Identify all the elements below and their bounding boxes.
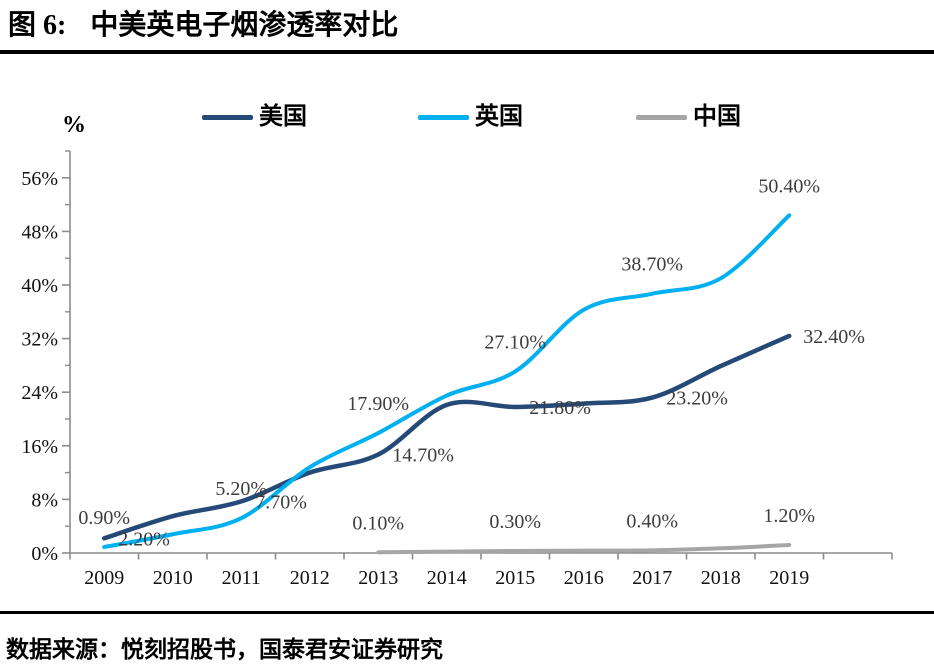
- data-label-china-2013: 0.10%: [352, 512, 404, 534]
- series-line-china: [376, 542, 792, 555]
- legend-label: 中国: [693, 104, 741, 130]
- data-label-uk-2009: 0.90%: [78, 507, 130, 529]
- y-axis-tick-label: 40%: [21, 275, 58, 297]
- y-axis-tick-label: 8%: [31, 489, 58, 511]
- legend-item-uk: 英国: [418, 102, 523, 132]
- legend-line-swatch: [418, 114, 469, 120]
- legend-item-us: 美国: [202, 102, 307, 132]
- data-label-us-2017: 23.20%: [666, 388, 728, 410]
- title-divider: [0, 50, 934, 54]
- y-axis-tick-label: 16%: [21, 436, 58, 458]
- figure-number: 图 6:: [8, 10, 67, 41]
- data-label-us-2011: 7.70%: [255, 491, 307, 513]
- data-source-text: 数据来源：悦刻招股书，国泰君安证券研究: [6, 637, 443, 662]
- x-axis-year-label: 2019: [769, 567, 809, 589]
- data-label-china-2017: 0.40%: [626, 510, 678, 532]
- y-axis-unit-label: %: [62, 112, 86, 138]
- y-axis-tick-label: 48%: [21, 221, 58, 243]
- y-axis-tick-label: 24%: [21, 382, 58, 404]
- y-axis-tick-label: 32%: [21, 329, 58, 351]
- x-axis-year-label: 2016: [564, 567, 604, 589]
- data-label-uk-2019: 50.40%: [758, 175, 820, 197]
- penetration-line-chart: 0% 8% 16% 24% 32% 40% 48% 56% 2009 2010 2011 2012 20…: [21, 150, 893, 589]
- legend-line-swatch: [636, 114, 687, 120]
- data-label-uk-2013: 17.90%: [347, 393, 409, 415]
- legend-line-swatch: [202, 114, 253, 120]
- data-label-us-2013: 14.70%: [392, 445, 454, 467]
- data-label-uk-2015: 27.10%: [484, 331, 546, 353]
- x-axis-year-label: 2014: [427, 567, 467, 589]
- x-axis-year-label: 2015: [495, 567, 535, 589]
- legend-label: 英国: [475, 104, 523, 130]
- data-label-us-2019: 32.40%: [803, 326, 865, 348]
- y-axis-tick-label: 56%: [21, 168, 58, 190]
- y-axis-tick-label: 0%: [31, 543, 58, 565]
- chart-legend: 美国 英国 中国: [0, 102, 934, 136]
- x-axis-year-label: 2009: [84, 567, 124, 589]
- x-axis-year-label: 2018: [701, 567, 741, 589]
- legend-label: 美国: [259, 104, 307, 130]
- figure-title: 图 6: 中美英电子烟渗透率对比: [8, 6, 398, 46]
- figure-title-text: 中美英电子烟渗透率对比: [90, 10, 399, 41]
- footer-divider: [0, 611, 934, 614]
- x-axis-year-label: 2011: [222, 567, 261, 589]
- series-line-us: [102, 333, 792, 541]
- legend-item-china: 中国: [636, 102, 741, 132]
- x-axis-year-label: 2010: [153, 567, 193, 589]
- data-label-us-2009: 2.20%: [118, 528, 170, 550]
- data-label-china-2019: 1.20%: [763, 505, 815, 527]
- x-axis-year-label: 2012: [290, 567, 330, 589]
- data-label-us-2015: 21.80%: [529, 397, 591, 419]
- x-axis-year-label: 2017: [632, 567, 672, 589]
- series-line-uk: [102, 213, 792, 549]
- x-axis-year-label: 2013: [358, 567, 398, 589]
- data-label-uk-2017: 38.70%: [621, 254, 683, 276]
- data-label-uk-2011: 5.20%: [215, 478, 267, 500]
- data-label-china-2015: 0.30%: [489, 511, 541, 533]
